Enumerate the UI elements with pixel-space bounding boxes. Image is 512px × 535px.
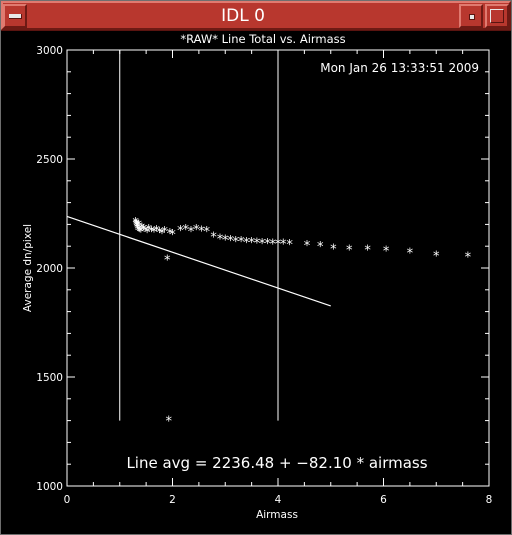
data-point: * <box>264 237 271 252</box>
data-point: * <box>259 237 266 252</box>
data-point: * <box>135 218 142 233</box>
x-tick-label: 0 <box>64 494 71 506</box>
title-bar[interactable]: IDL 0 <box>1 1 511 31</box>
axes-group: 0 2 4 6 8 1000 1500 2000 2500 3000 <box>36 45 492 506</box>
data-point: * <box>269 238 276 253</box>
data-point: * <box>364 243 371 258</box>
data-point: * <box>227 234 234 249</box>
y-tick-label: 2000 <box>36 263 63 275</box>
data-point: * <box>140 223 147 238</box>
data-point: * <box>210 230 217 245</box>
y-axis-label: Average dn/pixel <box>22 224 34 312</box>
data-point: * <box>182 223 189 238</box>
y-tick-label: 1500 <box>36 372 63 384</box>
fit-annotation: Line avg = 2236.48 + −82.10 * airmass <box>126 454 427 472</box>
data-point: * <box>148 225 155 240</box>
data-point: * <box>286 238 293 253</box>
data-point: * <box>193 223 200 238</box>
data-point: * <box>317 240 324 255</box>
window-menu-icon[interactable] <box>3 4 27 28</box>
data-point: * <box>407 247 414 262</box>
x-axis-label: Airmass <box>256 509 298 521</box>
data-point: * <box>346 243 353 258</box>
data-point: * <box>433 249 440 264</box>
maximize-icon[interactable] <box>485 4 509 28</box>
lines-group <box>66 50 331 421</box>
y-tick-label: 2500 <box>36 154 63 166</box>
data-point: * <box>169 228 176 243</box>
data-point: * <box>188 225 195 240</box>
data-point: * <box>280 238 287 253</box>
data-point: * <box>233 235 240 250</box>
fit-line <box>66 215 331 307</box>
data-point: * <box>139 222 146 237</box>
y-tick-label: 3000 <box>36 45 63 57</box>
y-tick-label: 1000 <box>36 481 63 493</box>
data-point: * <box>134 221 141 236</box>
window-title: IDL 0 <box>221 6 265 26</box>
chart-timestamp: Mon Jan 26 13:33:51 2009 <box>320 61 479 75</box>
x-tick-label: 4 <box>275 494 282 506</box>
data-point: * <box>134 222 141 237</box>
data-point: * <box>151 225 158 240</box>
x-tick-label: 2 <box>169 494 176 506</box>
data-point: * <box>254 236 261 251</box>
minimize-dot <box>469 14 475 20</box>
data-point: * <box>330 242 337 257</box>
data-point: * <box>204 225 211 240</box>
data-point: * <box>159 227 166 242</box>
data-point: * <box>166 415 173 430</box>
data-point: * <box>133 219 140 234</box>
data-point: * <box>164 253 171 268</box>
minimize-icon[interactable] <box>459 4 483 28</box>
data-point: * <box>161 225 168 240</box>
points-group: ********************** ****** * ***********… <box>132 216 471 429</box>
data-point: * <box>137 225 144 240</box>
x-tick-label: 8 <box>486 494 493 506</box>
data-point: * <box>222 234 229 249</box>
data-point: * <box>132 216 139 231</box>
data-point: * <box>275 238 282 253</box>
data-point: * <box>177 224 184 239</box>
maximize-box <box>490 9 504 23</box>
data-point: * <box>135 224 142 239</box>
data-point: * <box>383 245 390 260</box>
data-point: * <box>243 236 250 251</box>
data-point: * <box>304 239 311 254</box>
data-point: * <box>465 251 472 266</box>
data-point: * <box>248 236 255 251</box>
data-point: * <box>167 227 174 242</box>
data-point: * <box>153 224 160 239</box>
data-point: * <box>198 225 205 240</box>
data-point: * <box>238 235 245 250</box>
data-point: * <box>138 225 145 240</box>
data-point: * <box>146 223 153 238</box>
chart-plot: *RAW* Line Total vs. Airmass Mon Jan 26 … <box>22 32 492 521</box>
data-point: * <box>144 226 151 241</box>
data-point: * <box>142 225 149 240</box>
chart-title: *RAW* Line Total vs. Airmass <box>180 32 345 46</box>
data-point: * <box>217 233 224 248</box>
x-tick-label: 6 <box>380 494 387 506</box>
data-point: * <box>156 226 163 241</box>
data-point: * <box>133 217 140 232</box>
window-menu-bar <box>9 14 22 19</box>
